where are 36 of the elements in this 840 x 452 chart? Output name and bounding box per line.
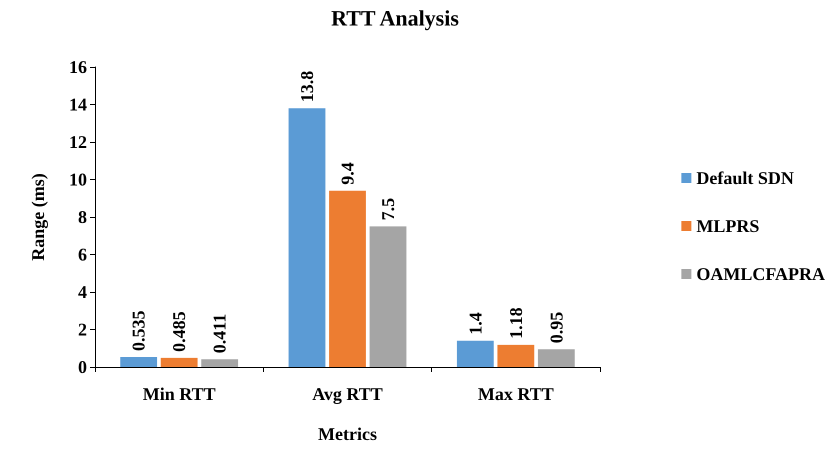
y-tick-label: 6: [78, 244, 87, 264]
data-label: 7.5: [378, 198, 398, 220]
data-label: 1.4: [465, 312, 486, 335]
data-label: 0.485: [169, 311, 190, 352]
bar: [201, 359, 238, 367]
bar: [120, 356, 158, 367]
data-label: 1.18: [506, 307, 526, 339]
legend-label: OAMLCFAPRA: [696, 264, 826, 284]
x-axis-title: Metrics: [318, 424, 377, 444]
y-tick-label: 2: [78, 320, 87, 340]
data-label: 9.4: [338, 162, 358, 185]
bar: [538, 349, 575, 367]
y-tick-label: 14: [69, 94, 87, 114]
data-label: 0.535: [128, 310, 149, 351]
y-tick-label: 10: [69, 170, 87, 190]
x-tick-label: Avg RTT: [312, 384, 383, 404]
y-axis-title: Range (ms): [28, 173, 48, 261]
bar: [370, 226, 406, 367]
bar: [288, 108, 326, 367]
data-label: 0.95: [546, 312, 566, 344]
bar: [456, 340, 494, 367]
chart-title: RTT Analysis: [331, 6, 460, 30]
x-tick-label: Min RTT: [142, 384, 216, 404]
bar: [329, 190, 366, 367]
legend-label: MLPRS: [696, 216, 760, 236]
legend-label: Default SDN: [696, 168, 794, 188]
y-tick-label: 16: [69, 57, 87, 77]
x-tick-label: Max RTT: [478, 384, 554, 404]
y-tick-label: 4: [78, 282, 87, 302]
data-label: 13.8: [296, 70, 317, 102]
y-tick-label: 0: [78, 357, 87, 377]
data-label: 0.411: [210, 314, 230, 354]
y-tick-label: 12: [69, 132, 87, 152]
y-tick-label: 8: [78, 207, 87, 227]
bar: [160, 358, 198, 367]
bar: [497, 344, 534, 367]
